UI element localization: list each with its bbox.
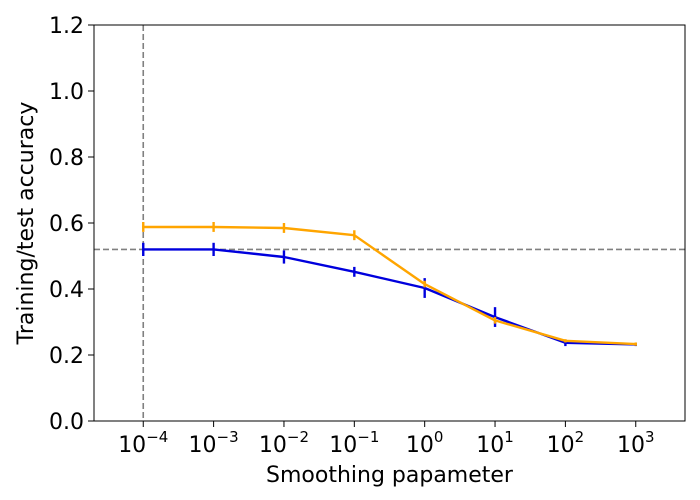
y-tick-label: 1.2 [49,14,84,39]
series-2-line [143,225,636,346]
y-tick-label: 0.4 [49,278,84,303]
y-tick-label: 0.8 [49,146,84,171]
y-axis: 0.0 0.2 0.4 0.6 0.8 1.0 1.2 [49,14,94,435]
series-1-point [212,248,215,251]
reference-lines [94,25,685,421]
series-2-point [423,282,426,286]
y-tick-label: 1.0 [49,80,84,105]
y-axis-label: Training/test accuracy [14,102,39,346]
series-2-point [634,342,637,346]
series-2-point [564,339,567,343]
y-tick-label: 0.0 [49,410,84,435]
series-1-point [353,270,356,274]
x-tick-label: 101 [476,428,514,458]
x-axis: 10−4 10−3 10−2 10−1 100 101 102 103 [118,421,655,458]
series-1-point [282,255,286,259]
x-tick-label: 100 [406,428,444,458]
y-tick-label: 0.2 [49,344,84,369]
series-1-line [143,248,636,346]
y-tick-label: 0.6 [49,212,84,237]
series-2-point [212,225,215,229]
series-group [142,222,637,347]
x-tick-label: 10−1 [329,428,379,458]
x-tick-label: 10−4 [118,428,168,458]
series-2-point [493,319,497,322]
plot-frame [93,24,686,422]
series-1-point [423,286,426,290]
series-2-point [353,234,356,237]
series-1-point [142,248,145,251]
x-tick-label: 10−2 [259,428,309,458]
series-2-point [282,226,286,230]
x-tick-label: 103 [617,428,655,458]
series-2-point [142,225,145,229]
x-tick-label: 10−3 [189,428,239,458]
x-tick-label: 102 [547,428,585,458]
x-axis-label: Smoothing papameter [266,463,514,488]
